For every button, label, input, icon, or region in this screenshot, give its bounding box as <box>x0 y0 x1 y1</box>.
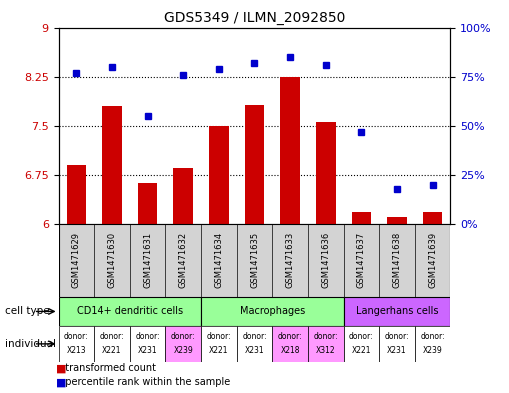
Text: donor:: donor: <box>100 332 124 341</box>
Text: Macrophages: Macrophages <box>240 307 305 316</box>
Text: GSM1471630: GSM1471630 <box>107 232 117 288</box>
Text: X239: X239 <box>174 347 193 355</box>
Text: donor:: donor: <box>135 332 160 341</box>
Text: Langerhans cells: Langerhans cells <box>356 307 438 316</box>
Text: percentile rank within the sample: percentile rank within the sample <box>59 377 230 387</box>
Text: ■: ■ <box>56 364 67 373</box>
Text: GSM1471634: GSM1471634 <box>214 232 223 288</box>
Text: donor:: donor: <box>171 332 195 341</box>
Text: CD14+ dendritic cells: CD14+ dendritic cells <box>77 307 183 316</box>
Text: X218: X218 <box>280 347 300 355</box>
Bar <box>237 326 272 362</box>
Bar <box>272 326 308 362</box>
Text: GSM1471635: GSM1471635 <box>250 232 259 288</box>
Text: donor:: donor: <box>385 332 409 341</box>
Text: donor:: donor: <box>207 332 231 341</box>
Bar <box>67 165 86 224</box>
Bar <box>165 326 201 362</box>
Text: donor:: donor: <box>278 332 302 341</box>
Text: X312: X312 <box>316 347 335 355</box>
Text: GSM1471639: GSM1471639 <box>428 232 437 288</box>
Text: transformed count: transformed count <box>59 364 156 373</box>
Bar <box>308 326 344 362</box>
Title: GDS5349 / ILMN_2092850: GDS5349 / ILMN_2092850 <box>164 11 345 25</box>
Text: donor:: donor: <box>420 332 445 341</box>
Bar <box>94 326 130 362</box>
Bar <box>415 326 450 362</box>
Bar <box>138 184 157 224</box>
Text: GSM1471631: GSM1471631 <box>143 232 152 288</box>
Text: GSM1471637: GSM1471637 <box>357 232 366 288</box>
Text: donor:: donor: <box>64 332 89 341</box>
Bar <box>280 77 300 224</box>
Bar <box>316 123 335 224</box>
Text: X231: X231 <box>138 347 157 355</box>
Bar <box>387 217 407 224</box>
Text: X221: X221 <box>352 347 371 355</box>
Text: X213: X213 <box>67 347 86 355</box>
Text: GSM1471629: GSM1471629 <box>72 232 81 288</box>
Bar <box>379 326 415 362</box>
Bar <box>201 326 237 362</box>
Bar <box>352 212 371 224</box>
Bar <box>201 297 344 326</box>
Text: ■: ■ <box>56 377 67 387</box>
Text: GSM1471636: GSM1471636 <box>321 232 330 288</box>
Bar <box>209 126 229 224</box>
Text: donor:: donor: <box>349 332 374 341</box>
Bar <box>130 326 165 362</box>
Bar <box>344 326 379 362</box>
Text: GSM1471632: GSM1471632 <box>179 232 188 288</box>
Text: individual: individual <box>5 339 56 349</box>
Bar <box>245 105 264 224</box>
Text: donor:: donor: <box>314 332 338 341</box>
Text: X239: X239 <box>423 347 442 355</box>
Text: donor:: donor: <box>242 332 267 341</box>
Text: GSM1471638: GSM1471638 <box>392 232 402 288</box>
Text: X231: X231 <box>245 347 264 355</box>
Bar <box>59 326 94 362</box>
Text: X221: X221 <box>102 347 122 355</box>
Bar <box>102 106 122 224</box>
Bar <box>59 297 201 326</box>
Text: X221: X221 <box>209 347 229 355</box>
Bar <box>344 297 450 326</box>
Text: cell type: cell type <box>5 307 50 316</box>
Text: GSM1471633: GSM1471633 <box>286 232 295 288</box>
Bar <box>174 168 193 224</box>
Text: X231: X231 <box>387 347 407 355</box>
Bar <box>423 212 442 224</box>
